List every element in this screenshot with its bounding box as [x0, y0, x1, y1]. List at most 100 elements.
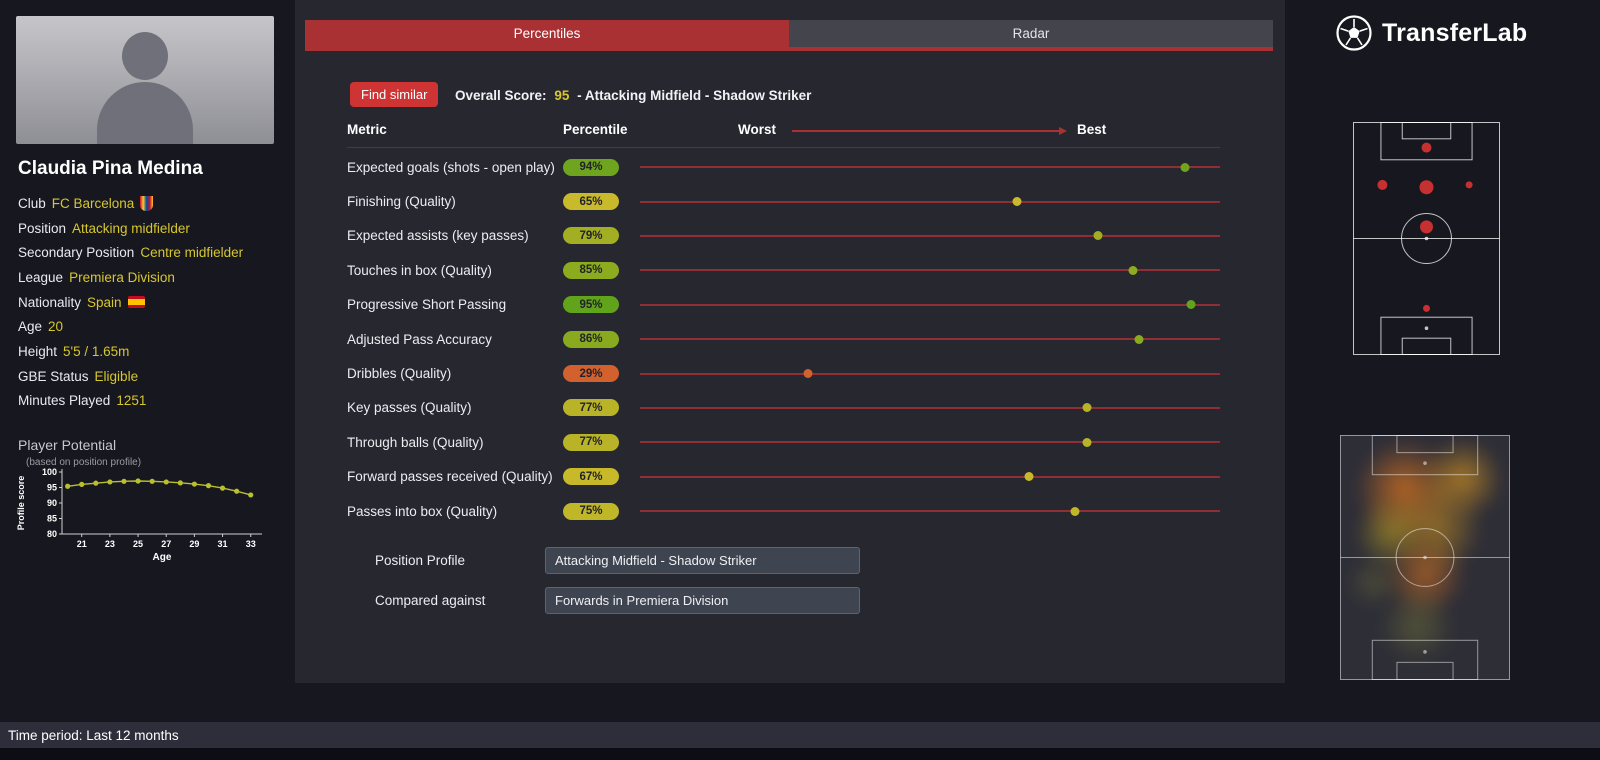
photo-silhouette-body	[97, 82, 193, 144]
info-height: Height 5'5 / 1.65m	[18, 339, 243, 364]
info-label: Nationality	[18, 294, 82, 310]
overall-score-suffix: - Attacking Midfield - Shadow Striker	[577, 88, 812, 103]
transferlab-logo: TransferLab	[1335, 14, 1527, 52]
metric-row: Expected goals (shots - open play) 94%	[347, 150, 1220, 184]
percentile-badge: 65%	[563, 193, 619, 211]
formation-player-dot	[1465, 181, 1473, 189]
football-logo-icon	[1336, 15, 1372, 51]
metrics-table-body: Expected goals (shots - open play) 94% Fin…	[347, 150, 1220, 528]
info-value: FC Barcelona	[51, 195, 135, 211]
metric-label: Progressive Short Passing	[347, 297, 507, 313]
find-similar-button[interactable]: Find similar	[350, 82, 439, 107]
track-line	[640, 338, 1220, 341]
info-value: Premiera Division	[69, 269, 175, 285]
track-line	[640, 234, 1220, 237]
percentile-dot	[803, 369, 813, 379]
formation-player-dot	[1421, 142, 1432, 153]
metric-row: Key passes (Quality) 77%	[347, 391, 1220, 425]
svg-text:33: 33	[246, 539, 256, 549]
heatmap-blob	[1380, 529, 1470, 620]
svg-text:85: 85	[47, 514, 57, 524]
svg-text:80: 80	[47, 529, 57, 539]
info-label: Secondary Position	[18, 245, 135, 261]
svg-text:31: 31	[218, 539, 228, 549]
metric-row: Forward passes received (Quality) 67%	[347, 460, 1220, 494]
formation-player-dot	[1423, 304, 1430, 312]
svg-text:29: 29	[189, 539, 199, 549]
track-line	[640, 303, 1220, 306]
svg-text:95: 95	[47, 483, 57, 493]
info-value: Attacking midfielder	[72, 220, 190, 236]
percentile-dot	[1082, 437, 1092, 447]
svg-text:Age: Age	[153, 552, 172, 563]
position-profile-label: Position Profile	[375, 553, 466, 568]
metric-row: Finishing (Quality) 65%	[347, 184, 1220, 218]
info-label: Club	[18, 195, 46, 211]
header-best: Best	[1077, 122, 1107, 137]
header-track: Worst Best	[640, 122, 1220, 147]
percentile-badge: 77%	[563, 399, 619, 417]
overall-score-label: Overall Score:	[455, 88, 547, 103]
info-value: Eligible	[94, 368, 139, 384]
header-percentile: Percentile	[563, 122, 628, 137]
metric-row: Dribbles (Quality) 29%	[347, 356, 1220, 390]
info-league: League Premiera Division	[18, 265, 243, 290]
svg-text:90: 90	[47, 498, 57, 508]
svg-text:25: 25	[133, 539, 143, 549]
formation-player-dot	[1377, 179, 1388, 190]
metric-label: Adjusted Pass Accuracy	[347, 331, 492, 347]
svg-text:Profile score: Profile score	[16, 476, 26, 531]
percentile-badge: 29%	[563, 365, 619, 383]
track-line	[640, 166, 1220, 169]
metric-label: Passes into box (Quality)	[347, 503, 498, 519]
svg-text:23: 23	[105, 539, 115, 549]
touch-heatmap	[1340, 435, 1510, 680]
info-gbe-status: GBE Status Eligible	[18, 364, 243, 389]
info-secondary-position: Secondary Position Centre midfielder	[18, 240, 243, 265]
info-value: Spain	[87, 294, 122, 310]
percentile-badge: 79%	[563, 227, 619, 245]
percentile-track	[640, 472, 1220, 482]
metric-row: Progressive Short Passing 95%	[347, 288, 1220, 322]
track-line	[640, 510, 1220, 513]
info-label: Minutes Played	[18, 393, 111, 409]
metric-row: Expected assists (key passes) 79%	[347, 219, 1220, 253]
percentile-dot	[1024, 472, 1034, 482]
metric-label: Forward passes received (Quality)	[347, 469, 553, 485]
percentile-track	[640, 403, 1220, 413]
time-period-bar: Time period: Last 12 months	[0, 722, 1600, 748]
percentile-track	[640, 231, 1220, 241]
percentile-dot	[1070, 506, 1080, 516]
percentile-track	[640, 265, 1220, 275]
logo-wordmark: TransferLab	[1382, 18, 1528, 47]
track-line	[640, 475, 1220, 478]
tab-percentiles[interactable]: Percentiles	[305, 20, 789, 47]
info-position: Position Attacking midfielder	[18, 216, 243, 241]
metric-label: Through balls (Quality)	[347, 434, 484, 450]
percentile-dot	[1128, 265, 1138, 275]
metric-row: Passes into box (Quality) 75%	[347, 494, 1220, 528]
percentile-track	[640, 197, 1220, 207]
info-value: 20	[48, 319, 64, 335]
percentile-track	[640, 334, 1220, 344]
compared-against-select[interactable]: Forwards in Premiera Division	[545, 587, 860, 614]
metric-row: Adjusted Pass Accuracy 86%	[347, 322, 1220, 356]
metric-label: Dribbles (Quality)	[347, 366, 452, 382]
percentile-track	[640, 162, 1220, 172]
percentile-dot	[1093, 231, 1103, 241]
percentile-track	[640, 506, 1220, 516]
formation-player-dot	[1419, 180, 1434, 195]
info-value: Centre midfielder	[140, 245, 244, 261]
info-label: GBE Status	[18, 368, 89, 384]
percentiles-panel: Percentiles Radar Find similar Overall S…	[295, 0, 1285, 683]
percentile-dot	[1186, 300, 1196, 310]
metric-label: Expected goals (shots - open play)	[347, 159, 555, 175]
player-photo	[16, 16, 274, 144]
view-tabs: Percentiles Radar	[305, 20, 1273, 51]
compared-against-label: Compared against	[375, 593, 486, 608]
tab-radar[interactable]: Radar	[789, 20, 1273, 47]
svg-text:27: 27	[161, 539, 171, 549]
header-worst: Worst	[738, 122, 777, 137]
position-profile-select[interactable]: Attacking Midfield - Shadow Striker	[545, 547, 860, 574]
formation-pitch	[1353, 122, 1500, 355]
